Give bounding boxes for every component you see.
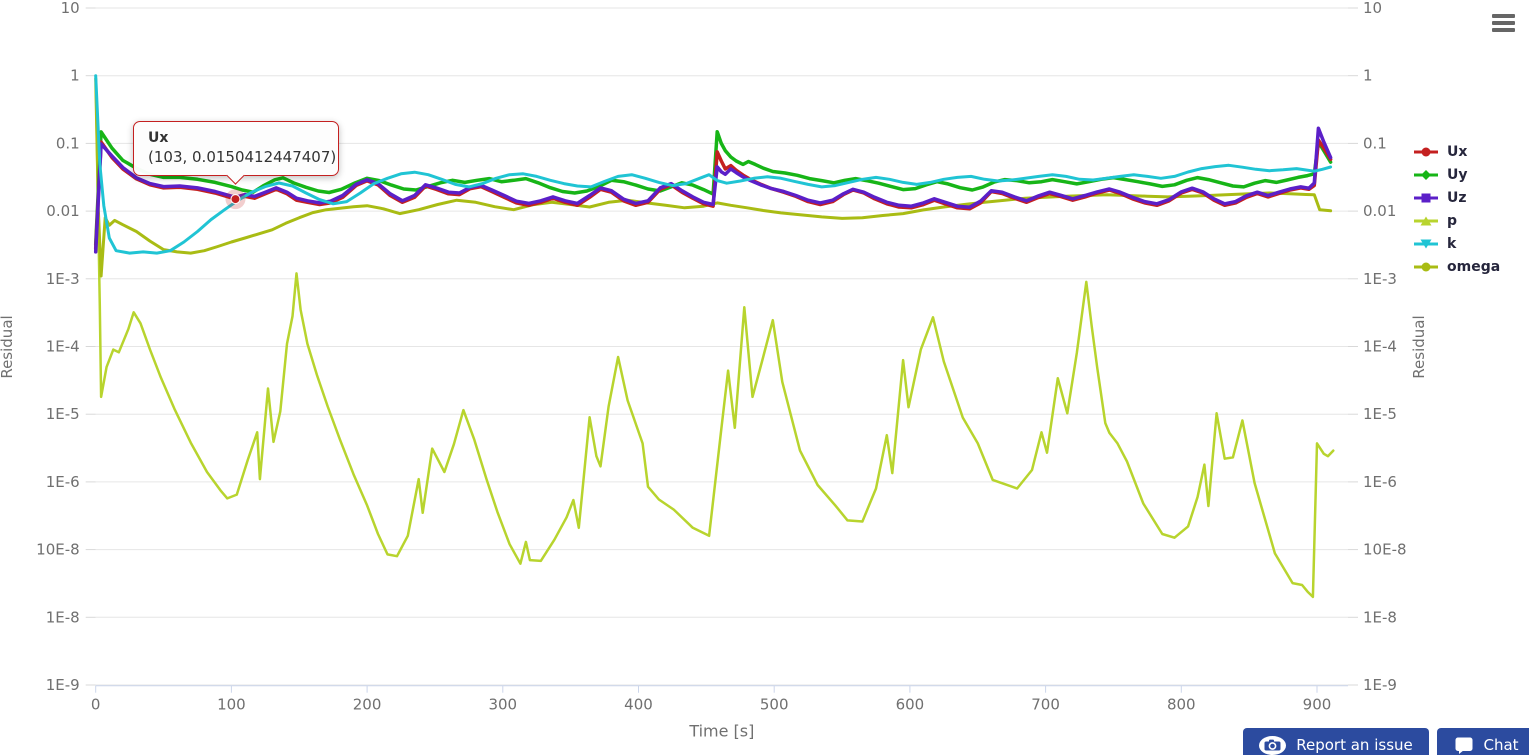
chart-context-menu-button[interactable] [1492,14,1515,35]
chart-legend: Ux Uy Uz p k omega [1411,140,1500,278]
svg-text:800: 800 [1167,696,1196,714]
tooltip-series-name: Ux [148,130,169,146]
svg-text:1E-9: 1E-9 [1363,676,1397,694]
svg-text:200: 200 [353,696,382,714]
svg-text:1E-6: 1E-6 [1363,473,1397,491]
svg-text:1E-4: 1E-4 [46,338,80,356]
svg-text:0.01: 0.01 [46,202,79,220]
svg-text:1E-5: 1E-5 [46,405,80,423]
svg-text:600: 600 [896,696,925,714]
legend-item-p[interactable]: p [1411,209,1500,232]
svg-text:500: 500 [760,696,789,714]
hamburger-menu-icon [1492,21,1515,25]
svg-text:1E-3: 1E-3 [1363,270,1397,288]
legend-marker-k [1414,239,1438,248]
chat-bubble-icon [1455,737,1473,754]
svg-text:900: 900 [1303,696,1332,714]
svg-text:0.1: 0.1 [1363,134,1387,152]
report-issue-button[interactable]: Report an issue [1243,728,1429,755]
svg-text:Time [s]: Time [s] [688,722,754,741]
series-line-p [94,74,1335,599]
svg-text:700: 700 [1031,696,1060,714]
svg-text:10: 10 [1363,0,1382,17]
svg-text:1E-3: 1E-3 [46,270,80,288]
legend-item-Ux[interactable]: Ux [1411,140,1500,163]
chat-button[interactable]: Chat [1437,728,1529,755]
legend-label-k: k [1447,235,1457,252]
legend-item-k[interactable]: k [1411,232,1500,255]
legend-label-Uy: Uy [1447,166,1468,183]
svg-text:1: 1 [70,67,80,85]
legend-marker-Ux [1414,147,1438,156]
legend-label-p: p [1447,212,1458,229]
legend-item-Uz[interactable]: Uz [1411,186,1500,209]
series-line-k [94,74,1333,255]
legend-marker-p [1414,216,1438,225]
svg-text:1E-4: 1E-4 [1363,338,1397,356]
legend-label-Ux: Ux [1447,143,1468,160]
svg-text:Residual: Residual [0,315,16,378]
svg-text:400: 400 [624,696,653,714]
hamburger-menu-icon [1492,28,1515,32]
svg-text:10E-8: 10E-8 [36,541,80,559]
series-line-Uy [93,129,1333,247]
tooltip-point-value: (103, 0.0150412447407) [148,148,337,166]
svg-text:1E-8: 1E-8 [46,608,80,626]
svg-text:1E-5: 1E-5 [1363,405,1397,423]
report-issue-label: Report an issue [1296,736,1413,754]
svg-text:1: 1 [1363,67,1373,85]
svg-text:10: 10 [61,0,80,17]
legend-label-omega: omega [1447,258,1501,275]
legend-item-omega[interactable]: omega [1411,255,1500,278]
svg-text:0: 0 [91,696,101,714]
svg-text:1E-9: 1E-9 [46,676,80,694]
svg-text:300: 300 [488,696,517,714]
svg-text:1E-8: 1E-8 [1363,608,1397,626]
hamburger-menu-icon [1492,14,1515,18]
legend-label-Uz: Uz [1447,189,1467,206]
legend-marker-Uz [1414,193,1438,202]
svg-text:1E-6: 1E-6 [46,473,80,491]
legend-marker-omega [1414,262,1438,271]
chart-tooltip: Ux (103, 0.0150412447407) [133,121,339,185]
legend-marker-Uy [1414,169,1438,180]
hovered-point-marker [230,194,241,205]
svg-text:100: 100 [217,696,246,714]
svg-text:Residual: Residual [1410,315,1428,378]
svg-text:10E-8: 10E-8 [1363,541,1407,559]
camera-icon [1259,735,1287,755]
svg-text:0.1: 0.1 [56,134,80,152]
legend-item-Uy[interactable]: Uy [1411,163,1500,186]
chat-label: Chat [1483,736,1519,754]
svg-text:0.01: 0.01 [1363,202,1396,220]
